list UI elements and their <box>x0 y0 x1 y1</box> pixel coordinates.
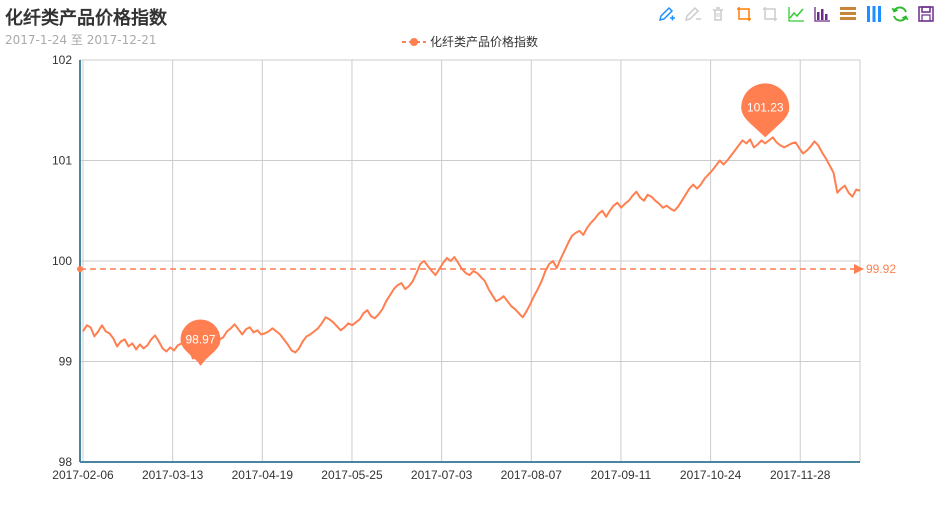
min-markpoint-label: 98.97 <box>185 333 215 347</box>
legend-label: 化纤类产品价格指数 <box>430 34 538 49</box>
average-line-label: 99.92 <box>866 262 896 276</box>
restore-icon[interactable] <box>890 4 910 24</box>
min-markpoint-pin <box>180 319 221 365</box>
x-tick-label: 2017-05-25 <box>321 468 383 482</box>
data-zoom-reset-icon[interactable] <box>760 4 780 24</box>
average-line-arrow <box>854 264 864 275</box>
y-tick-label: 99 <box>59 355 73 369</box>
max-markpoint-pin <box>741 83 790 138</box>
mark-icon[interactable] <box>656 4 676 24</box>
x-tick-label: 2017-10-24 <box>680 468 742 482</box>
save-image-icon[interactable] <box>916 4 936 24</box>
bar-chart-icon[interactable] <box>812 4 832 24</box>
data-zoom-icon[interactable] <box>734 4 754 24</box>
y-tick-label: 102 <box>52 53 72 67</box>
mark-undo-icon[interactable] <box>682 4 702 24</box>
chart-title: 化纤类产品价格指数 <box>5 8 167 29</box>
max-markpoint-label: 101.23 <box>747 100 784 114</box>
x-tick-label: 2017-07-03 <box>411 468 473 482</box>
x-tick-label: 2017-09-11 <box>591 468 652 482</box>
y-tick-label: 101 <box>52 154 72 168</box>
y-tick-label: 100 <box>52 254 72 268</box>
x-tick-label: 2017-03-13 <box>142 468 204 482</box>
x-tick-label: 2017-02-06 <box>52 468 114 482</box>
line-chart-icon[interactable] <box>786 4 806 24</box>
chart-subtitle: 2017-1-24 至 2017-12-21 <box>5 33 157 47</box>
y-tick-label: 98 <box>59 455 73 469</box>
mark-clear-icon[interactable] <box>708 4 728 24</box>
x-tick-label: 2017-11-28 <box>770 468 831 482</box>
x-tick-label: 2017-04-19 <box>232 468 294 482</box>
x-tick-label: 2017-08-07 <box>501 468 563 482</box>
stack-icon[interactable] <box>838 4 858 24</box>
tiled-icon[interactable] <box>864 4 884 24</box>
legend-swatch-dot <box>410 38 418 46</box>
